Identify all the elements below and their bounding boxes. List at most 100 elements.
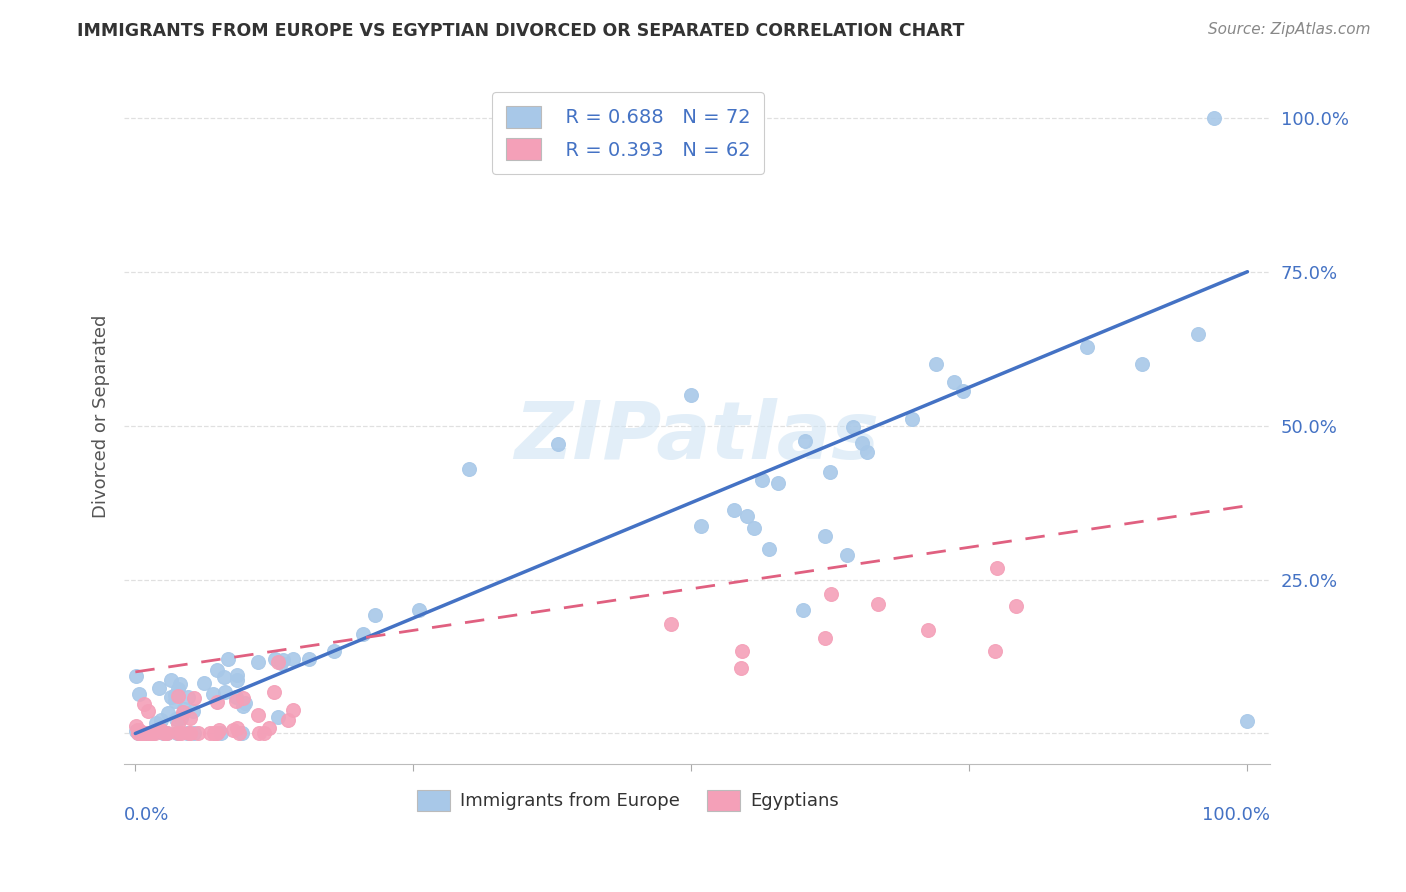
Point [157, 706, 180, 720]
Point [271, 653, 294, 667]
Point [322, 644, 344, 658]
Point [856, 445, 879, 459]
Point [132, 697, 155, 711]
Point [145, 715, 167, 730]
Point [868, 598, 890, 612]
Point [179, 711, 201, 725]
Point [149, 714, 172, 728]
Point [205, 726, 228, 740]
Text: IMMIGRANTS FROM EUROPE VS EGYPTIAN DIVORCED OR SEPARATED CORRELATION CHART: IMMIGRANTS FROM EUROPE VS EGYPTIAN DIVOR… [77, 22, 965, 40]
Point [222, 723, 245, 737]
Point [225, 690, 247, 704]
Point [165, 688, 187, 702]
Point [166, 726, 188, 740]
Point [231, 726, 253, 740]
Point [735, 508, 758, 523]
Point [217, 652, 239, 666]
Point [814, 631, 837, 645]
Point [547, 437, 569, 451]
Point [129, 726, 152, 740]
Point [458, 461, 481, 475]
Point [209, 726, 232, 740]
Point [751, 474, 773, 488]
Point [226, 722, 249, 736]
Point [165, 713, 187, 727]
Point [179, 726, 201, 740]
Point [170, 726, 193, 740]
Point [364, 607, 387, 622]
Point [167, 726, 190, 740]
Point [167, 716, 190, 731]
Point [1076, 340, 1098, 354]
Point [247, 726, 270, 740]
Point [820, 587, 842, 601]
Point [232, 690, 254, 705]
Point [263, 652, 285, 666]
Point [298, 652, 321, 666]
Point [283, 702, 305, 716]
Point [201, 687, 224, 701]
Point [183, 704, 205, 718]
Point [818, 466, 841, 480]
Point [267, 710, 290, 724]
Point [681, 388, 703, 402]
Point [125, 719, 148, 733]
Point [198, 726, 221, 740]
Point [690, 518, 713, 533]
Point [257, 721, 280, 735]
Point [226, 673, 249, 688]
Point [986, 561, 1008, 575]
Point [281, 652, 304, 666]
Point [225, 694, 247, 708]
Point [917, 623, 939, 637]
Point [723, 502, 745, 516]
Point [132, 726, 155, 740]
Text: 100.0%: 100.0% [1202, 806, 1270, 824]
Point [1236, 714, 1258, 728]
Point [132, 726, 155, 740]
Point [792, 603, 814, 617]
Point [205, 663, 228, 677]
Point [139, 726, 162, 740]
Point [127, 726, 149, 740]
Point [128, 726, 150, 740]
Text: 0.0%: 0.0% [124, 806, 170, 824]
Point [202, 726, 225, 740]
Point [246, 707, 269, 722]
Point [127, 723, 149, 737]
Point [952, 384, 974, 398]
Point [183, 690, 205, 705]
Point [270, 656, 292, 670]
Point [205, 695, 228, 709]
Point [160, 690, 183, 704]
Point [173, 702, 195, 716]
Point [814, 529, 837, 543]
Point [408, 603, 430, 617]
Point [135, 726, 157, 740]
Point [943, 375, 966, 389]
Point [125, 669, 148, 683]
Point [138, 726, 160, 740]
Point [835, 548, 858, 562]
Point [134, 726, 156, 740]
Point [159, 673, 181, 688]
Y-axis label: Divorced or Separated: Divorced or Separated [93, 315, 110, 518]
Point [1187, 326, 1209, 341]
Point [167, 681, 190, 696]
Point [1204, 111, 1226, 125]
Point [128, 726, 150, 740]
Legend: Immigrants from Europe, Egyptians: Immigrants from Europe, Egyptians [409, 782, 846, 818]
Point [169, 677, 191, 691]
Point [131, 726, 153, 740]
Point [659, 616, 682, 631]
Point [155, 726, 177, 740]
Point [233, 696, 256, 710]
Point [139, 726, 162, 740]
Point [128, 724, 150, 739]
Point [758, 541, 780, 556]
Point [204, 726, 226, 740]
Point [1005, 599, 1028, 614]
Point [156, 726, 179, 740]
Point [208, 723, 231, 737]
Point [165, 694, 187, 708]
